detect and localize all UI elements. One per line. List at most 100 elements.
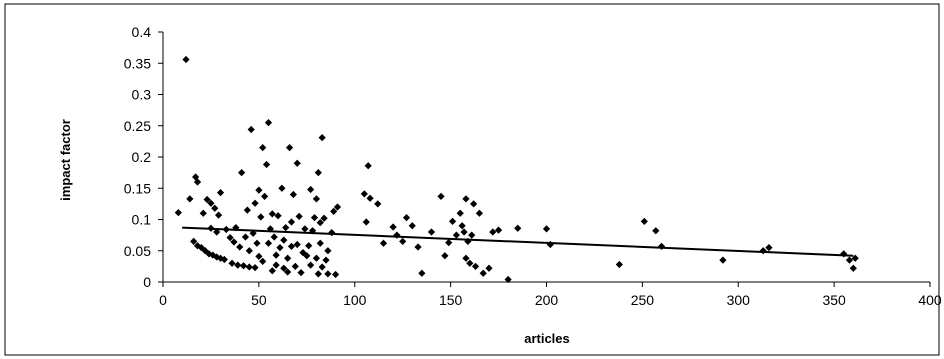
data-point [475, 209, 483, 217]
chart-area-border [4, 3, 940, 356]
data-point [199, 209, 207, 217]
x-axis-title: articles [524, 331, 570, 346]
data-point [408, 222, 416, 230]
x-tick-label: 100 [343, 292, 367, 308]
data-point [303, 252, 311, 260]
x-tick-label: 250 [631, 292, 655, 308]
data-point [241, 233, 250, 241]
data-point [460, 228, 468, 236]
data-point [251, 199, 259, 207]
data-point [193, 178, 202, 186]
x-tick-label: 300 [727, 292, 751, 308]
data-point [293, 159, 301, 167]
data-point [652, 227, 660, 235]
data-point [318, 134, 326, 142]
data-point [287, 218, 296, 226]
data-point [264, 239, 273, 247]
y-tick-label: 0.25 [124, 118, 151, 134]
data-point [291, 262, 299, 270]
data-point [261, 192, 269, 200]
data-point [251, 264, 259, 272]
data-point [307, 185, 315, 194]
data-point [399, 237, 407, 245]
data-point [314, 270, 322, 278]
data-point [305, 242, 313, 250]
y-tick-label: 0.35 [124, 55, 151, 71]
data-point [462, 254, 470, 262]
data-points [174, 55, 859, 284]
data-point [314, 169, 322, 177]
data-point [293, 240, 301, 249]
data-point [299, 249, 307, 257]
data-point [324, 270, 332, 278]
data-point [226, 234, 234, 242]
data-point [203, 195, 211, 204]
data-point [470, 200, 478, 208]
data-point [765, 244, 773, 252]
data-point [247, 125, 255, 134]
data-point [316, 219, 324, 227]
data-point [719, 256, 727, 264]
data-point [253, 239, 261, 247]
data-point [312, 254, 320, 262]
trendline [182, 226, 854, 257]
data-point [324, 247, 332, 255]
data-point [489, 228, 497, 236]
x-tick-label: 50 [251, 292, 267, 308]
data-point [366, 194, 374, 202]
data-point [542, 225, 551, 233]
data-point [272, 251, 280, 259]
data-point [414, 243, 422, 251]
data-point [255, 186, 263, 194]
data-point [190, 237, 198, 245]
data-point [418, 269, 426, 277]
data-point [466, 259, 474, 267]
data-point [234, 261, 242, 269]
y-tick-label: 0.3 [132, 87, 152, 103]
data-point [297, 269, 305, 277]
data-point [360, 190, 368, 198]
data-point [479, 269, 487, 277]
data-point [364, 162, 372, 170]
data-point [427, 228, 436, 236]
data-point [285, 144, 294, 152]
data-point [238, 169, 246, 177]
data-point [331, 270, 340, 279]
data-point [282, 224, 290, 232]
x-tick-label: 400 [918, 292, 942, 308]
data-point [640, 217, 648, 225]
data-point [445, 239, 453, 247]
data-point [245, 263, 253, 271]
x-tick-label: 150 [439, 292, 463, 308]
y-tick-label: 0 [143, 274, 151, 290]
data-point [494, 226, 503, 234]
data-point [268, 210, 276, 218]
data-point [333, 203, 342, 211]
data-point [456, 209, 464, 217]
data-point [230, 238, 238, 246]
data-point [615, 260, 623, 269]
data-point [330, 207, 338, 215]
y-tick-label: 0.15 [124, 180, 151, 196]
data-point [255, 252, 263, 260]
data-point [236, 243, 244, 251]
data-point [274, 212, 282, 220]
data-point [276, 244, 284, 252]
y-axis-ticks: 0 0.05 0.1 0.15 0.2 0.25 0.3 0.35 0.4 [124, 24, 163, 290]
data-point [462, 195, 470, 203]
data-point [272, 261, 280, 269]
data-point [485, 264, 493, 272]
data-point [239, 262, 248, 270]
data-point [243, 206, 251, 214]
x-tick-label: 200 [535, 292, 559, 308]
data-point [318, 263, 326, 271]
y-tick-label: 0.2 [132, 149, 152, 165]
data-point [504, 275, 512, 284]
data-point [268, 267, 276, 275]
data-point [448, 217, 457, 225]
data-point [287, 242, 296, 250]
data-point [362, 218, 370, 226]
data-point [207, 199, 215, 207]
data-point [284, 268, 292, 276]
